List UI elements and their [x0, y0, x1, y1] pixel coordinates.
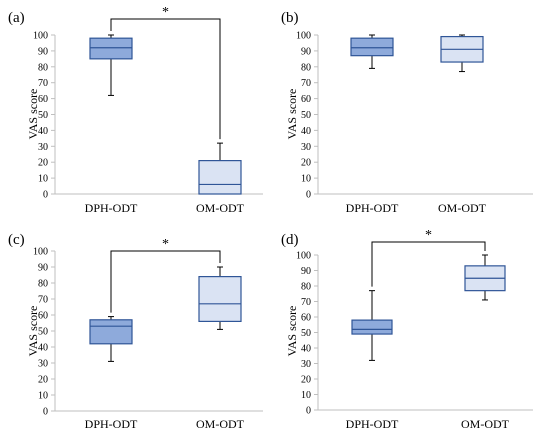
y-tick-label: 70: [38, 295, 48, 306]
y-axis-label: VAS score: [285, 306, 299, 357]
y-tick-label: 50: [38, 327, 48, 338]
x-category-label: DPH-ODT: [85, 417, 138, 431]
y-tick-label: 20: [301, 375, 311, 386]
y-tick-label: 90: [301, 46, 311, 57]
y-tick-label: 80: [301, 282, 311, 293]
box-iqr: [198, 276, 242, 323]
x-category-label: DPH-ODT: [346, 201, 399, 215]
box-om-odt: [198, 142, 242, 195]
panel-label: (d): [281, 232, 299, 248]
y-tick-label: 30: [38, 359, 48, 370]
y-tick-label: 0: [306, 190, 311, 201]
significance-bracket: *: [110, 237, 221, 313]
y-tick-label: 100: [296, 31, 311, 42]
y-tick-label: 50: [38, 110, 48, 121]
y-axis-label: VAS score: [26, 89, 40, 140]
y-tick-label: 90: [38, 263, 48, 274]
y-tick-label: 90: [38, 46, 48, 57]
box-om-odt: [440, 34, 484, 73]
box-iqr: [198, 160, 242, 195]
box-dph-odt: [89, 316, 133, 362]
y-axis-label: VAS score: [285, 89, 299, 140]
y-tick-label: 30: [301, 359, 311, 370]
y-tick-label: 100: [33, 247, 48, 258]
significance-bracket: *: [110, 5, 221, 140]
y-tick-label: 20: [38, 158, 48, 169]
box-iqr: [351, 319, 393, 335]
x-category-label: DPH-ODT: [346, 417, 399, 431]
panel-label: (b): [281, 10, 299, 26]
y-tick-label: 40: [301, 344, 311, 355]
panel-label: (a): [8, 10, 25, 26]
y-axis-label: VAS score: [26, 306, 40, 357]
box-dph-odt: [350, 34, 394, 69]
y-tick-label: 0: [43, 407, 48, 418]
significance-star: *: [162, 237, 169, 252]
y-tick-label: 90: [301, 266, 311, 277]
box-iqr: [89, 319, 133, 345]
significance-bracket: *: [371, 228, 486, 287]
y-tick-label: 80: [38, 62, 48, 73]
y-tick-label: 40: [38, 126, 48, 137]
y-tick-label: 70: [38, 78, 48, 89]
y-tick-label: 40: [301, 126, 311, 137]
bracket-line: [110, 250, 221, 313]
y-tick-label: 70: [301, 78, 311, 89]
y-tick-label: 50: [301, 110, 311, 121]
box-iqr: [89, 37, 133, 60]
panel-d: (d) VAS score 0 10 20 30 40 50 60 70 80 90 100 DPH-OD…: [281, 228, 533, 431]
y-tick-label: 100: [33, 31, 48, 42]
significance-star: *: [425, 228, 432, 243]
y-tick-label: 40: [38, 343, 48, 354]
y-tick-label: 100: [296, 251, 311, 262]
significance-star: *: [162, 5, 169, 20]
y-tick-label: 0: [43, 190, 48, 201]
panel-a: (a) VAS score 0 10 20 30 40 50 60 70 80 90 100 DPH-OD…: [8, 5, 263, 215]
box-om-odt: [198, 266, 242, 330]
y-tick-label: 10: [38, 174, 48, 185]
panel-b: (b) VAS score 0 10 20 30 40 50 60 70 80 90 100 DPH-OD…: [281, 10, 533, 215]
y-tick-label: 20: [301, 158, 311, 169]
y-tick-label: 60: [301, 313, 311, 324]
x-category-label: OM-ODT: [196, 417, 245, 431]
box-dph-odt: [351, 290, 393, 361]
bracket-line: [110, 18, 221, 140]
box-iqr: [350, 37, 394, 57]
y-tick-label: 30: [301, 142, 311, 153]
y-tick-label: 20: [38, 375, 48, 386]
y-tick-label: 60: [38, 311, 48, 322]
y-tick-label: 10: [301, 174, 311, 185]
bracket-line: [371, 241, 486, 287]
x-category-label: DPH-ODT: [85, 201, 138, 215]
y-tick-label: 60: [301, 94, 311, 105]
y-tick-label: 80: [38, 279, 48, 290]
y-tick-label: 0: [306, 406, 311, 417]
y-tick-label: 70: [301, 297, 311, 308]
box-om-odt: [464, 254, 506, 301]
y-tick-label: 80: [301, 62, 311, 73]
x-category-label: OM-ODT: [461, 417, 510, 431]
panel-c: (c) VAS score 0 10 20 30 40 50 60 70 80 90 100 DPH-OD…: [8, 232, 263, 431]
y-tick-label: 50: [301, 328, 311, 339]
y-tick-label: 60: [38, 94, 48, 105]
x-category-label: OM-ODT: [196, 201, 245, 215]
y-tick-label: 10: [38, 391, 48, 402]
panel-label: (c): [8, 232, 25, 248]
x-category-label: OM-ODT: [438, 201, 487, 215]
y-tick-label: 10: [301, 390, 311, 401]
box-dph-odt: [89, 34, 133, 96]
y-tick-label: 30: [38, 142, 48, 153]
